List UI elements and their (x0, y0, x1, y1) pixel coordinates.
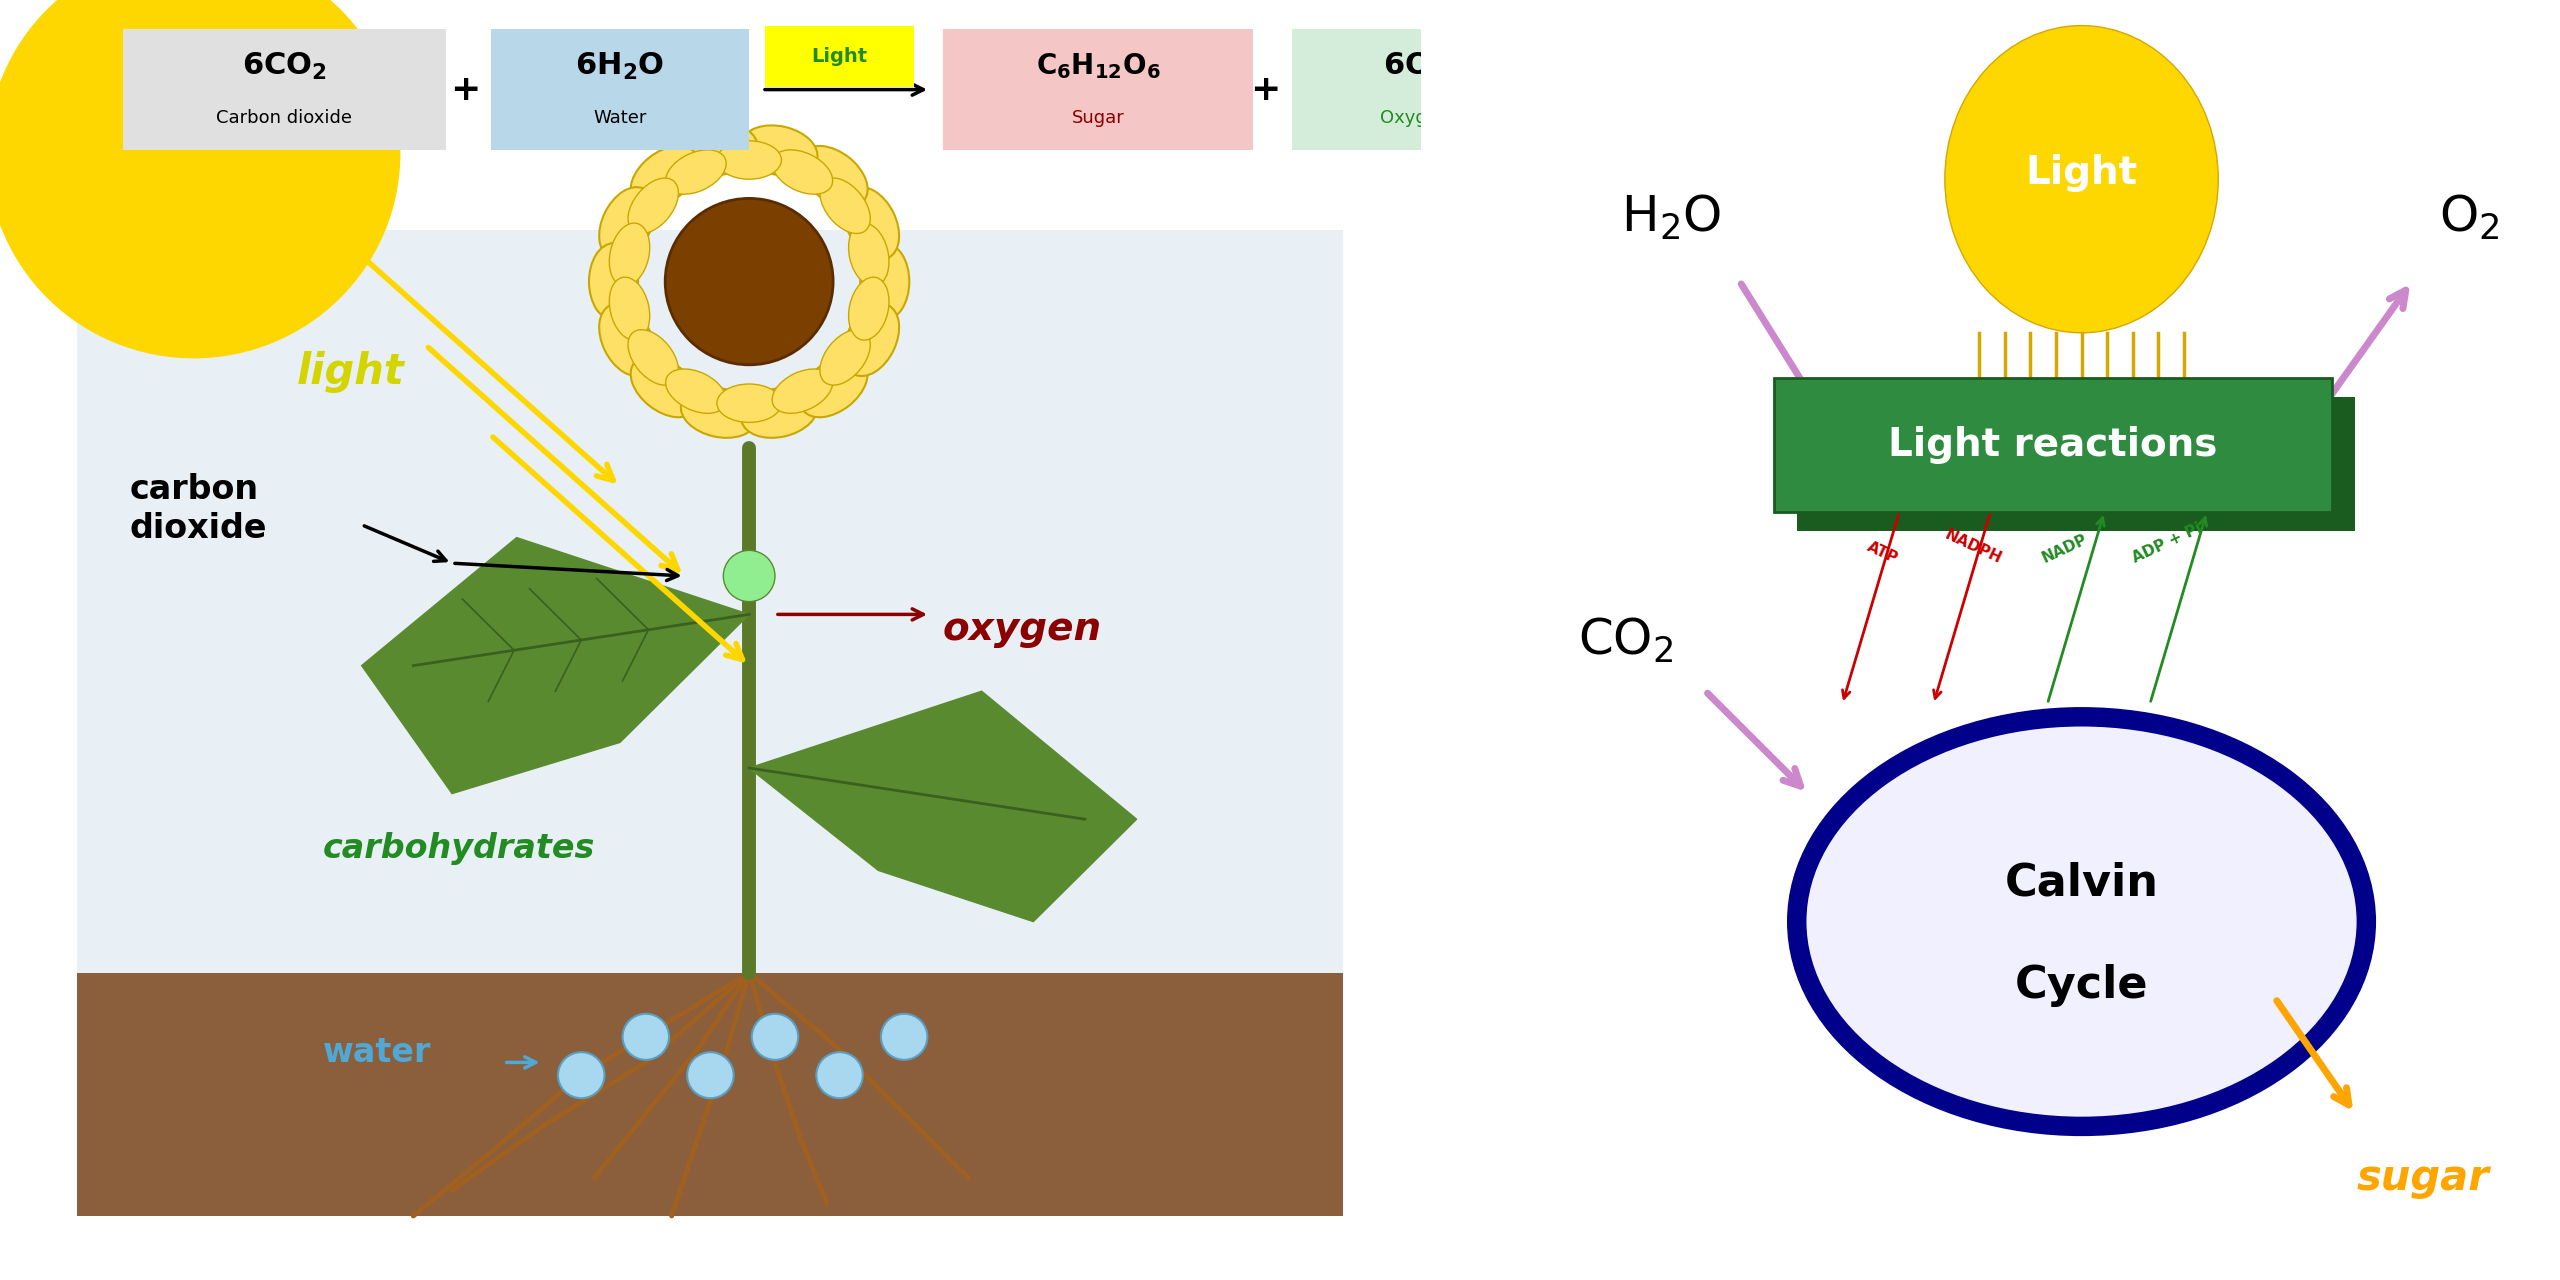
Ellipse shape (845, 187, 899, 260)
FancyBboxPatch shape (123, 29, 445, 150)
Text: +: + (1252, 73, 1280, 106)
Ellipse shape (742, 388, 817, 438)
FancyBboxPatch shape (1797, 397, 2355, 531)
Text: Cycle: Cycle (2015, 964, 2148, 1007)
Ellipse shape (627, 330, 678, 385)
Text: Sugar: Sugar (1073, 109, 1124, 127)
Text: Water: Water (594, 109, 648, 127)
Circle shape (753, 1014, 799, 1060)
Text: $\mathbf{C_6H_{12}O_6}$: $\mathbf{C_6H_{12}O_6}$ (1037, 51, 1160, 82)
Circle shape (686, 1052, 735, 1098)
Ellipse shape (666, 369, 727, 413)
Circle shape (817, 1052, 863, 1098)
Text: $\mathrm{O_2}$: $\mathrm{O_2}$ (2440, 193, 2499, 242)
FancyBboxPatch shape (765, 26, 914, 87)
Ellipse shape (819, 330, 870, 385)
FancyBboxPatch shape (942, 29, 1252, 150)
Text: Carbon dioxide: Carbon dioxide (215, 109, 353, 127)
Text: Oxygen: Oxygen (1380, 109, 1449, 127)
FancyBboxPatch shape (77, 973, 1344, 1216)
Circle shape (666, 198, 832, 365)
Ellipse shape (630, 356, 699, 417)
Ellipse shape (773, 150, 832, 195)
Ellipse shape (847, 223, 888, 285)
Circle shape (1946, 26, 2220, 333)
Text: $\mathbf{6H_2O}$: $\mathbf{6H_2O}$ (576, 51, 666, 82)
Ellipse shape (627, 178, 678, 233)
Text: Light: Light (812, 47, 868, 65)
Ellipse shape (742, 125, 817, 175)
Text: Calvin: Calvin (2004, 861, 2158, 905)
Ellipse shape (717, 141, 781, 179)
Polygon shape (361, 538, 750, 794)
Text: NADP: NADP (2040, 532, 2089, 566)
Circle shape (881, 1014, 927, 1060)
Ellipse shape (799, 356, 868, 417)
Text: $\mathrm{CO_2}$: $\mathrm{CO_2}$ (1577, 616, 1674, 664)
Ellipse shape (819, 178, 870, 233)
Text: ADP + Pi: ADP + Pi (2130, 521, 2204, 566)
Text: light: light (297, 351, 404, 393)
Text: carbon
dioxide: carbon dioxide (128, 474, 266, 544)
Ellipse shape (1797, 717, 2365, 1126)
Ellipse shape (599, 187, 655, 260)
Circle shape (0, 0, 399, 358)
Ellipse shape (799, 146, 868, 207)
Ellipse shape (599, 303, 655, 376)
Text: Light: Light (2025, 154, 2138, 192)
Circle shape (724, 550, 776, 602)
Ellipse shape (609, 223, 650, 285)
FancyBboxPatch shape (77, 230, 1344, 1216)
Text: $\mathrm{H_2O}$: $\mathrm{H_2O}$ (1620, 193, 1720, 242)
Ellipse shape (681, 125, 758, 175)
Text: $\mathbf{6O_2}$: $\mathbf{6O_2}$ (1382, 51, 1446, 82)
Ellipse shape (717, 384, 781, 422)
FancyBboxPatch shape (1293, 29, 1536, 150)
Text: sugar: sugar (2358, 1157, 2491, 1198)
Text: +: + (451, 73, 481, 106)
FancyBboxPatch shape (1774, 378, 2332, 512)
Circle shape (622, 1014, 668, 1060)
Ellipse shape (847, 278, 888, 340)
Ellipse shape (860, 243, 909, 320)
Ellipse shape (589, 243, 637, 320)
Text: oxygen: oxygen (942, 611, 1101, 648)
Ellipse shape (681, 388, 758, 438)
Ellipse shape (666, 150, 727, 195)
Ellipse shape (609, 278, 650, 340)
Text: carbohydrates: carbohydrates (323, 832, 596, 864)
FancyBboxPatch shape (492, 29, 750, 150)
Polygon shape (750, 691, 1137, 922)
Ellipse shape (773, 369, 832, 413)
Circle shape (558, 1052, 604, 1098)
Ellipse shape (845, 303, 899, 376)
Text: water: water (323, 1037, 430, 1069)
Text: Light reactions: Light reactions (1889, 426, 2217, 465)
Text: ATP: ATP (1864, 539, 1900, 566)
Text: $\mathbf{6CO_2}$: $\mathbf{6CO_2}$ (241, 51, 328, 82)
Ellipse shape (630, 146, 699, 207)
Text: NADPH: NADPH (1943, 527, 2004, 566)
